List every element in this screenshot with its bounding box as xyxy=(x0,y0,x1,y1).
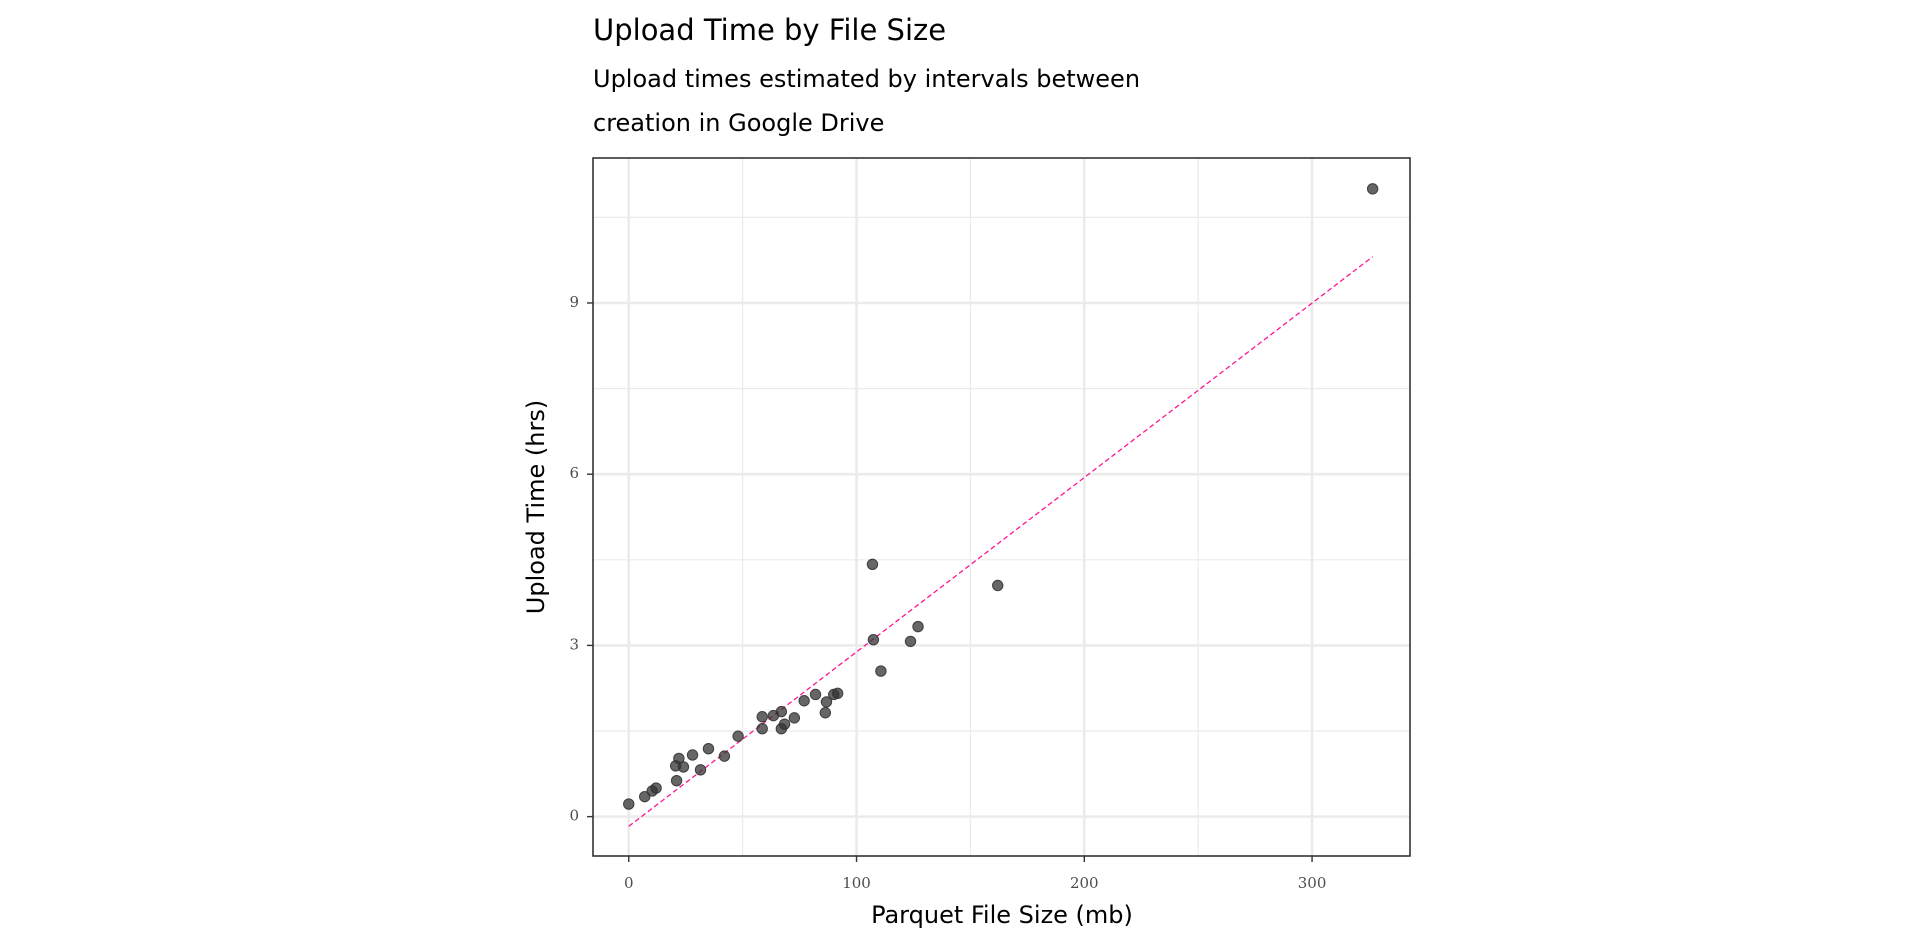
point xyxy=(778,718,791,730)
point xyxy=(732,730,744,742)
point xyxy=(775,705,788,718)
point xyxy=(702,743,715,755)
point xyxy=(831,687,844,700)
point xyxy=(912,620,924,633)
x-tick-label: 0 xyxy=(624,874,634,892)
chart-title: Upload Time by File Size xyxy=(593,13,946,47)
y-tick-label: 0 xyxy=(569,807,579,825)
point xyxy=(1366,183,1379,195)
trend-line xyxy=(628,256,1374,827)
point xyxy=(992,579,1004,592)
point xyxy=(623,798,635,810)
point xyxy=(686,749,699,761)
x-axis-title: Parquet File Size (mb) xyxy=(871,901,1133,929)
point xyxy=(875,665,887,677)
point xyxy=(670,774,683,787)
x-tick-label: 200 xyxy=(1070,874,1099,892)
point xyxy=(788,712,801,724)
point xyxy=(639,790,651,803)
y-tick-label: 9 xyxy=(569,293,579,311)
point xyxy=(820,696,833,708)
y-axis-title: Upload Time (hrs) xyxy=(522,400,550,614)
chart-subtitle: Upload times estimated by intervals betw… xyxy=(593,65,1140,93)
point xyxy=(756,723,768,735)
x-tick-label: 300 xyxy=(1298,874,1327,892)
point xyxy=(650,782,662,794)
point xyxy=(866,558,879,571)
chart-subtitle: creation in Google Drive xyxy=(593,109,884,137)
y-tick-label: 6 xyxy=(569,464,579,482)
point xyxy=(809,688,822,701)
y-tick-label: 3 xyxy=(569,635,579,653)
point xyxy=(798,695,810,707)
x-tick-label: 100 xyxy=(842,874,871,892)
point xyxy=(677,761,690,773)
point xyxy=(819,707,832,719)
point xyxy=(904,635,917,648)
point xyxy=(867,633,880,646)
plot-border xyxy=(592,157,1411,857)
point xyxy=(756,711,768,723)
point xyxy=(718,750,731,762)
point xyxy=(694,764,707,776)
